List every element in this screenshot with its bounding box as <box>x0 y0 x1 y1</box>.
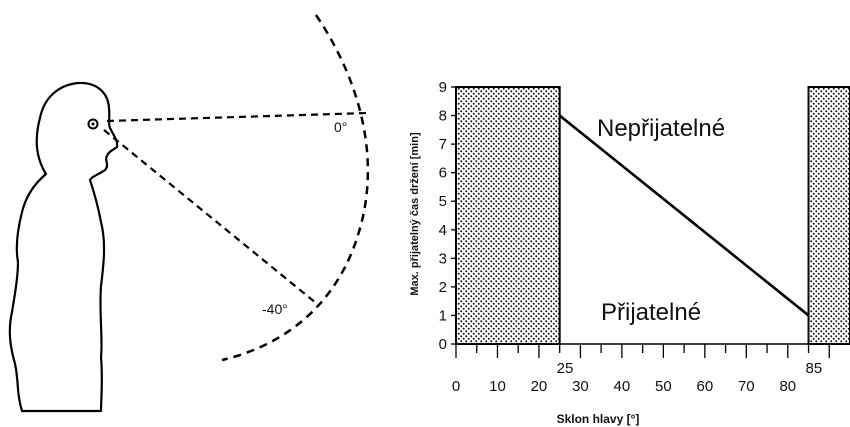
annotation-unacceptable: Nepřijatelné <box>597 115 725 142</box>
x-tick-label: 60 <box>696 378 713 395</box>
x-tick-label: 50 <box>655 378 672 395</box>
shaded-region-0 <box>455 86 561 345</box>
eye-icon <box>87 118 99 130</box>
x-ticks: 0 10 20 30 40 50 60 70 80 25 85 <box>452 344 830 395</box>
y-tick-label: 4 <box>439 222 447 239</box>
x-tick-label: 0 <box>452 378 460 395</box>
shaded-region-1 <box>807 86 850 345</box>
x-axis-title: Sklon hlavy [°] <box>557 412 640 426</box>
x-tick-label-boundary: 85 <box>806 360 823 377</box>
shaded-regions <box>455 86 850 345</box>
y-tick-label: 6 <box>439 165 447 182</box>
x-tick-label: 20 <box>531 378 548 395</box>
y-tick-label: 8 <box>439 108 447 125</box>
x-tick-label: 40 <box>614 378 631 395</box>
y-tick-label: 5 <box>439 193 447 210</box>
y-axis-title: Max. přijatelný čas držení [min] <box>409 132 421 296</box>
angle-label-0: 0° <box>334 119 347 135</box>
x-tick-label: 10 <box>489 378 506 395</box>
angle-arc <box>221 14 370 362</box>
y-tick-label: 1 <box>439 307 447 324</box>
series-line-0 <box>558 114 810 317</box>
y-tick-label: 2 <box>439 279 447 296</box>
angle-label-minus40: -40° <box>262 301 288 317</box>
y-tick-label: 9 <box>439 79 447 96</box>
axes <box>455 87 850 345</box>
gaze-line-0-deg <box>106 111 369 123</box>
human-silhouette <box>8 81 119 413</box>
x-tick-label: 30 <box>572 378 589 395</box>
y-tick-label: 0 <box>439 336 447 353</box>
y-tick-label: 7 <box>439 136 447 153</box>
head-tilt-illustration: 0° -40° <box>8 14 370 413</box>
x-tick-label-boundary: 25 <box>557 360 574 377</box>
x-tick-label: 80 <box>779 378 796 395</box>
x-tick-label: 70 <box>738 378 755 395</box>
annotation-acceptable: Přijatelné <box>601 299 701 326</box>
y-ticks: 0 1 2 3 4 5 6 7 8 9 <box>439 79 456 353</box>
y-tick-label: 3 <box>439 250 447 267</box>
series-layer <box>558 114 810 317</box>
chart: 0 10 20 30 40 50 60 70 80 25 85 0 1 2 3 4 5 6 7 8 9 Nepřija… <box>409 79 850 426</box>
gaze-line-minus40-deg <box>103 129 317 304</box>
